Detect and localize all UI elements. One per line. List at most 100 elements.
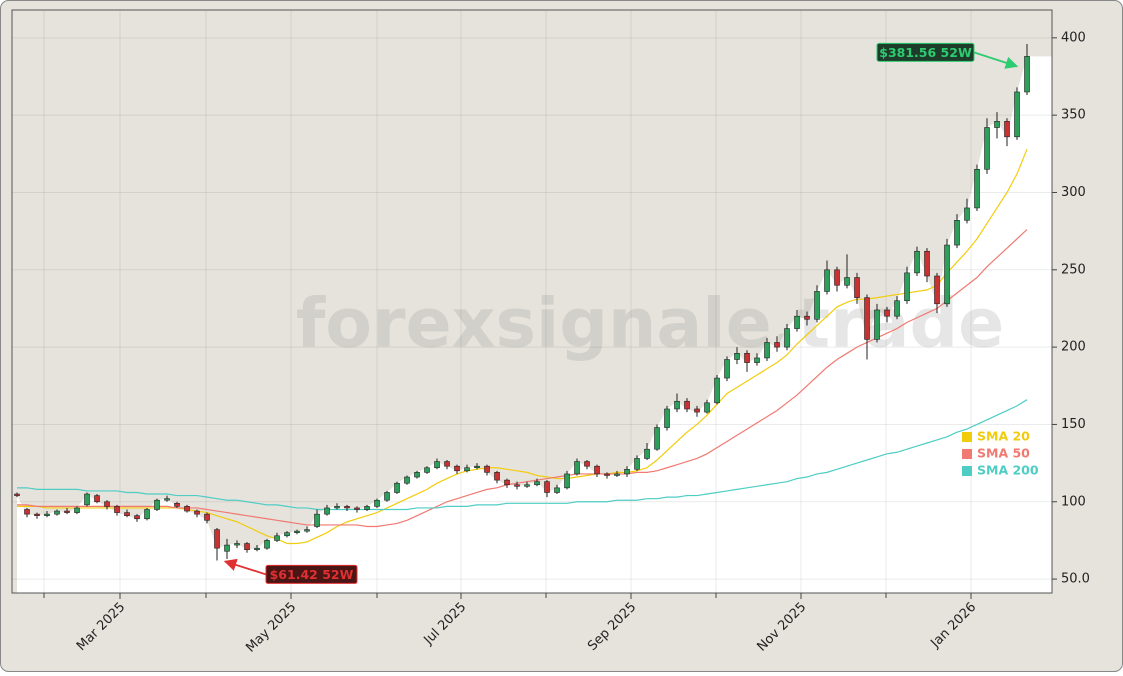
- candle-body: [964, 207, 970, 221]
- candle-body: [464, 467, 470, 472]
- candle-body: [94, 495, 100, 503]
- candle-body: [474, 465, 480, 469]
- candle-body: [104, 501, 110, 507]
- candle-body: [404, 476, 410, 484]
- candle-body: [574, 461, 580, 475]
- candle-body: [444, 461, 450, 467]
- candle-body: [494, 472, 500, 481]
- candle-body: [414, 472, 420, 478]
- candle-body: [504, 479, 510, 486]
- candle-body: [584, 461, 590, 467]
- candle-body: [424, 467, 430, 473]
- candle-body: [74, 507, 80, 513]
- candle-body: [994, 121, 1000, 128]
- candle-body: [554, 487, 560, 493]
- candle-body: [824, 269, 830, 292]
- candle-body: [124, 512, 130, 516]
- candle-body: [154, 499, 160, 510]
- candle-body: [764, 342, 770, 359]
- y-tick-label: 150: [1061, 417, 1086, 432]
- candle-body: [34, 513, 40, 516]
- candle-body: [534, 481, 540, 486]
- candle-body: [204, 513, 210, 521]
- annotation-text: $381.56 52W: [879, 45, 972, 60]
- candle-body: [394, 482, 400, 493]
- y-tick-label: 100: [1061, 494, 1086, 509]
- candle-body: [264, 540, 270, 549]
- candle-body: [844, 277, 850, 286]
- candle-body: [384, 492, 390, 501]
- legend-swatch: [962, 449, 972, 459]
- y-tick-label: 400: [1061, 30, 1086, 45]
- candle-body: [794, 315, 800, 329]
- candle-body: [354, 507, 360, 510]
- candle-body: [224, 544, 230, 552]
- candle-body: [934, 275, 940, 305]
- plot-border: [11, 9, 1053, 594]
- candle-body: [734, 353, 740, 360]
- candle-body: [874, 309, 880, 340]
- candle-body: [704, 402, 710, 413]
- candle-body: [374, 499, 380, 507]
- candle-body: [544, 481, 550, 493]
- price-area: [17, 56, 1052, 593]
- candle-body: [714, 377, 720, 404]
- candle-body: [644, 448, 650, 459]
- legend-label: SMA 200: [977, 463, 1039, 478]
- candle-body: [294, 530, 300, 533]
- candle-body: [164, 498, 170, 501]
- candle-body: [724, 359, 730, 379]
- candle-body: [234, 543, 240, 546]
- candle-body: [984, 127, 990, 170]
- candle-body: [784, 328, 790, 348]
- candle-body: [904, 272, 910, 302]
- sma-line: [17, 399, 1028, 511]
- candle-body: [634, 458, 640, 470]
- candle-body: [434, 461, 440, 469]
- candle-body: [274, 535, 280, 541]
- candle-body: [254, 547, 260, 551]
- watermark: forexsignale.trade: [296, 285, 1005, 364]
- candle-body: [214, 529, 220, 549]
- legend-swatch: [962, 432, 972, 442]
- candle-body: [1014, 91, 1020, 138]
- y-tick-label: 200: [1061, 340, 1086, 355]
- candle-body: [924, 250, 930, 277]
- candle-body: [44, 513, 50, 516]
- candle-body: [804, 315, 810, 320]
- candle-body: [454, 465, 460, 472]
- candle-body: [694, 408, 700, 413]
- candle-body: [604, 473, 610, 476]
- legend-swatch: [962, 466, 972, 476]
- y-tick-label: 300: [1061, 185, 1086, 200]
- candle-body: [284, 532, 290, 537]
- candle-body: [514, 484, 520, 487]
- candle-body: [324, 507, 330, 515]
- legend-label: SMA 20: [977, 429, 1030, 444]
- y-tick-label: 250: [1061, 262, 1086, 277]
- candle-body: [334, 506, 340, 509]
- candle-body: [814, 291, 820, 320]
- candle-body: [144, 509, 150, 520]
- candle-body: [564, 473, 570, 489]
- candle-body: [184, 506, 190, 512]
- candle-body: [914, 250, 920, 274]
- candle-body: [174, 503, 180, 507]
- candle-body: [594, 465, 600, 475]
- candle-body: [54, 510, 60, 515]
- candle-body: [614, 473, 620, 476]
- annotation-text: $61.42 52W: [270, 567, 354, 582]
- candle-body: [894, 300, 900, 317]
- candle-body: [754, 357, 760, 363]
- candle-body: [194, 510, 200, 515]
- candle-body: [864, 297, 870, 340]
- candle-body: [24, 509, 30, 515]
- y-tick-label: 350: [1061, 108, 1086, 123]
- candle-body: [684, 400, 690, 410]
- plot: forexsignale.trade: [12, 10, 1052, 593]
- candle-body: [344, 506, 350, 509]
- candle-body: [674, 400, 680, 410]
- candle-body: [364, 506, 370, 510]
